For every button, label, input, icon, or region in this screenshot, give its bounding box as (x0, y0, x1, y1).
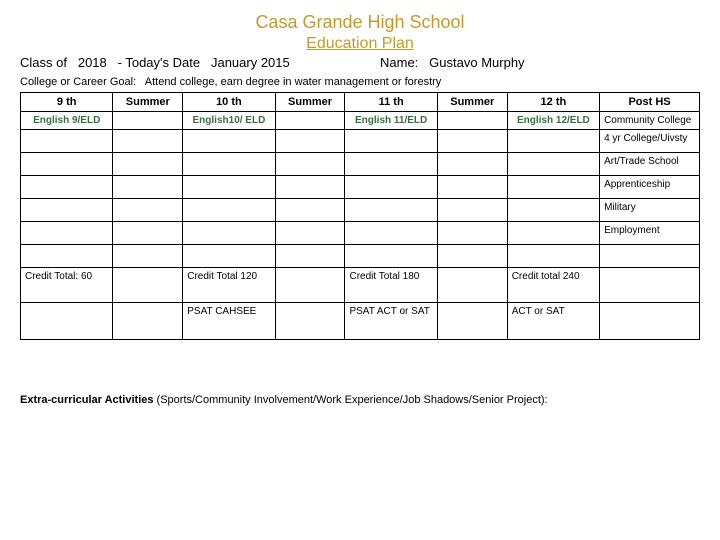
english-12: English 12/ELD (507, 111, 599, 129)
info-line: Class of 2018 - Today's Date January 201… (20, 55, 700, 70)
credit-row: Credit Total: 60 Credit Total 120 Credit… (21, 267, 700, 302)
name-label: Name: (380, 55, 418, 70)
col-post-hs: Post HS (600, 92, 700, 111)
extra-label-bold: Extra-curricular Activities (20, 394, 153, 406)
goal-label: College or Career Goal: (20, 76, 136, 88)
post-hs-employment: Employment (600, 221, 700, 244)
test-11: PSAT ACT or SAT (345, 302, 437, 339)
table-row: Art/Trade School (21, 152, 700, 175)
english-10: English10/ ELD (183, 111, 275, 129)
col-9th: 9 th (21, 92, 113, 111)
class-of-label: Class of (20, 55, 67, 70)
table-row: Military (21, 198, 700, 221)
school-title: Casa Grande High School (20, 12, 700, 33)
extra-label-rest: (Sports/Community Involvement/Work Exper… (153, 394, 547, 406)
post-hs-trade: Art/Trade School (600, 152, 700, 175)
plan-table: 9 th Summer 10 th Summer 11 th Summer 12… (20, 92, 700, 340)
col-summer-1: Summer (113, 92, 183, 111)
col-10th: 10 th (183, 92, 275, 111)
goal-value: Attend college, earn degree in water man… (145, 76, 442, 88)
test-10: PSAT CAHSEE (183, 302, 275, 339)
date-value: January 2015 (211, 55, 290, 70)
post-hs-military: Military (600, 198, 700, 221)
english-row: English 9/ELD English10/ ELD English 11/… (21, 111, 700, 129)
table-header-row: 9 th Summer 10 th Summer 11 th Summer 12… (21, 92, 700, 111)
table-row: Employment (21, 221, 700, 244)
post-hs-apprentice: Apprenticeship (600, 175, 700, 198)
col-summer-2: Summer (275, 92, 345, 111)
english-9: English 9/ELD (21, 111, 113, 129)
table-row: Apprenticeship (21, 175, 700, 198)
name-value: Gustavo Murphy (429, 55, 524, 70)
table-row: 4 yr College/Uivsty (21, 129, 700, 152)
goal-line: College or Career Goal: Attend college, … (20, 76, 700, 88)
plan-subtitle: Education Plan (20, 35, 700, 53)
post-hs-4yr: 4 yr College/Uivsty (600, 129, 700, 152)
extra-curricular-line: Extra-curricular Activities (Sports/Comm… (20, 394, 700, 406)
english-11: English 11/ELD (345, 111, 437, 129)
test-12: ACT or SAT (507, 302, 599, 339)
col-12th: 12 th (507, 92, 599, 111)
post-hs-cc: Community College (600, 111, 700, 129)
col-summer-3: Summer (437, 92, 507, 111)
credit-11: Credit Total 180 (345, 267, 437, 302)
test-row: PSAT CAHSEE PSAT ACT or SAT ACT or SAT (21, 302, 700, 339)
credit-9: Credit Total: 60 (21, 267, 113, 302)
credit-10: Credit Total 120 (183, 267, 275, 302)
credit-12: Credit total 240 (507, 267, 599, 302)
class-of-value: 2018 (78, 55, 107, 70)
table-row (21, 244, 700, 267)
date-label: - Today's Date (118, 55, 200, 70)
col-11th: 11 th (345, 92, 437, 111)
